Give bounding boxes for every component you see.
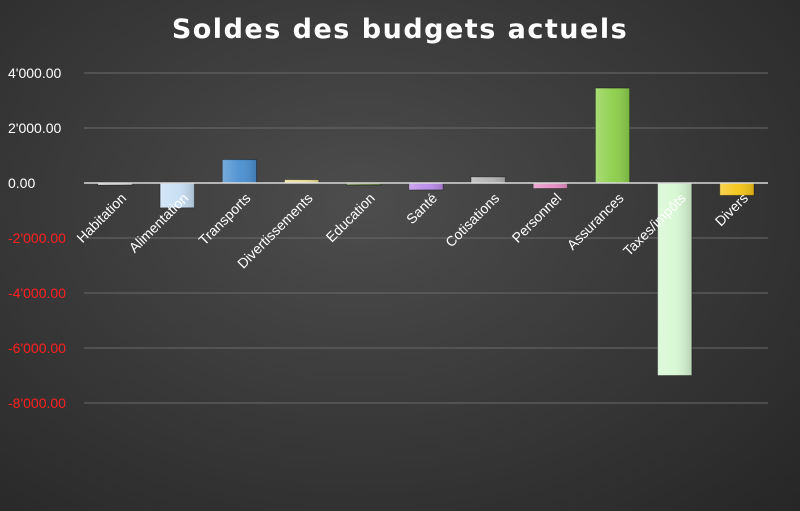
y-tick-label: -4'000.00 (8, 285, 66, 301)
x-tick-label: Alimentation (126, 190, 192, 256)
y-tick-label: -6'000.00 (8, 340, 66, 356)
x-tick-label: Transports (195, 190, 253, 248)
bar-transports (221, 159, 258, 184)
x-tick-label: Personnel (509, 190, 565, 246)
bar-cotisations (470, 176, 506, 184)
x-tick-label: Cotisations (442, 190, 502, 250)
x-tick-label: Santé (403, 190, 440, 227)
y-tick-label: 0.00 (8, 175, 35, 191)
x-tick-label: Habitation (73, 190, 129, 246)
y-tick-label: 4'000.00 (8, 65, 61, 81)
bar-divers (719, 182, 755, 196)
y-tick-label: 2'000.00 (8, 120, 61, 136)
chart-title: Soldes des budgets actuels (171, 14, 629, 45)
x-tick-label: Education (323, 190, 378, 245)
bar-assurances (594, 87, 631, 184)
bar-alimentation (159, 182, 195, 209)
bar-personnel (532, 182, 568, 189)
bar-sant- (408, 182, 444, 191)
y-tick-label: -8'000.00 (8, 395, 66, 411)
y-tick-label: -2'000.00 (8, 230, 66, 246)
bar-taxes-imp-ts (657, 182, 693, 376)
x-tick-label: Assurances (564, 190, 627, 253)
